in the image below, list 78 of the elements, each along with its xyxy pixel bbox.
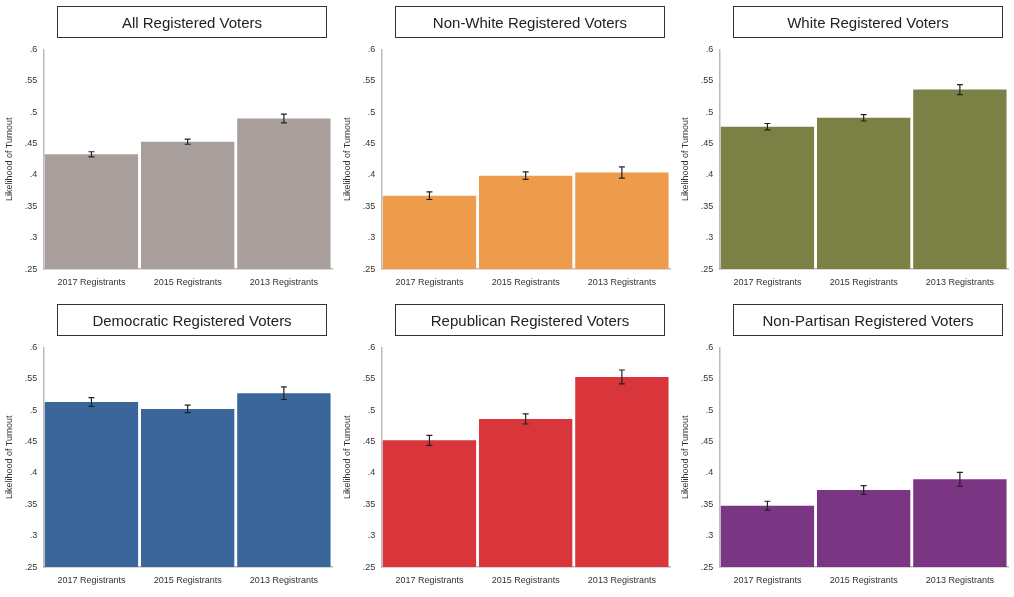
y-tick-label: .25: [362, 263, 376, 274]
y-tick-label: .6: [367, 341, 376, 352]
y-tick-label: .3: [705, 232, 714, 243]
y-tick-label: .35: [700, 498, 714, 509]
x-tick-label: 2017 Registrants: [57, 575, 126, 586]
y-axis-title: Likelihood of Turnout: [3, 415, 14, 500]
y-tick-label: .45: [362, 138, 376, 149]
y-tick-label: .6: [705, 43, 714, 54]
y-tick-label: .5: [705, 106, 714, 117]
y-tick-label: .45: [700, 436, 714, 447]
y-tick-label: .35: [24, 498, 38, 509]
x-tick-label: 2013 Registrants: [249, 575, 319, 586]
y-tick-label: .35: [362, 200, 376, 211]
y-tick-label: .3: [367, 232, 376, 243]
chart-title: White Registered Voters: [733, 6, 1003, 38]
x-tick-label: 2017 Registrants: [395, 277, 464, 288]
y-tick-label: .45: [362, 436, 376, 447]
y-tick-label: .35: [700, 200, 714, 211]
x-tick-label: 2017 Registrants: [733, 277, 802, 288]
y-tick-label: .25: [24, 561, 38, 572]
y-tick-label: .4: [705, 467, 714, 478]
y-tick-label: .6: [29, 43, 38, 54]
y-tick-label: .35: [24, 200, 38, 211]
y-tick-label: .55: [362, 373, 376, 384]
y-tick-label: .3: [705, 530, 714, 541]
chart-title: Non-Partisan Registered Voters: [733, 304, 1003, 336]
y-tick-label: .5: [29, 404, 38, 415]
chart-title: Non-White Registered Voters: [395, 6, 665, 38]
x-tick-label: 2015 Registrants: [153, 575, 223, 586]
chart-title: All Registered Voters: [57, 6, 327, 38]
x-tick-label: 2013 Registrants: [587, 277, 657, 288]
x-tick-label: 2013 Registrants: [925, 575, 995, 586]
x-tick-label: 2015 Registrants: [829, 575, 899, 586]
x-tick-label: 2015 Registrants: [153, 277, 223, 288]
x-tick-label: 2015 Registrants: [491, 277, 561, 288]
x-tick-label: 2015 Registrants: [829, 277, 899, 288]
x-tick-label: 2017 Registrants: [733, 575, 802, 586]
y-tick-label: .25: [362, 561, 376, 572]
y-tick-label: .3: [29, 530, 38, 541]
y-tick-label: .25: [700, 263, 714, 274]
y-tick-label: .4: [705, 169, 714, 180]
y-tick-label: .55: [24, 75, 38, 86]
y-tick-label: .6: [29, 341, 38, 352]
y-tick-label: .4: [29, 169, 38, 180]
y-tick-label: .45: [24, 138, 38, 149]
chart-title: Republican Registered Voters: [395, 304, 665, 336]
y-tick-label: .4: [367, 169, 376, 180]
y-axis-title: Likelihood of Turnout: [341, 415, 352, 500]
y-axis-title: Likelihood of Turnout: [341, 117, 352, 202]
y-tick-label: .55: [700, 75, 714, 86]
y-tick-label: .55: [362, 75, 376, 86]
y-axis-title: Likelihood of Turnout: [679, 415, 690, 500]
chart-title: Democratic Registered Voters: [57, 304, 327, 336]
y-tick-label: .25: [700, 561, 714, 572]
y-tick-label: .5: [705, 404, 714, 415]
y-tick-label: .55: [700, 373, 714, 384]
y-axis-title: Likelihood of Turnout: [3, 117, 14, 202]
x-tick-label: 2015 Registrants: [491, 575, 561, 586]
y-tick-label: .55: [24, 373, 38, 384]
x-tick-label: 2013 Registrants: [249, 277, 319, 288]
y-tick-label: .3: [29, 232, 38, 243]
x-tick-label: 2013 Registrants: [925, 277, 995, 288]
y-tick-label: .3: [367, 530, 376, 541]
y-tick-label: .5: [367, 404, 376, 415]
y-tick-label: .45: [700, 138, 714, 149]
y-tick-label: .35: [362, 498, 376, 509]
y-tick-label: .5: [29, 106, 38, 117]
y-tick-label: .4: [367, 467, 376, 478]
x-tick-label: 2013 Registrants: [587, 575, 657, 586]
y-tick-label: .25: [24, 263, 38, 274]
y-tick-label: .4: [29, 467, 38, 478]
y-axis-title: Likelihood of Turnout: [679, 117, 690, 202]
y-tick-label: .45: [24, 436, 38, 447]
y-tick-label: .6: [705, 341, 714, 352]
y-tick-label: .5: [367, 106, 376, 117]
x-tick-label: 2017 Registrants: [57, 277, 126, 288]
x-tick-label: 2017 Registrants: [395, 575, 464, 586]
y-tick-label: .6: [367, 43, 376, 54]
